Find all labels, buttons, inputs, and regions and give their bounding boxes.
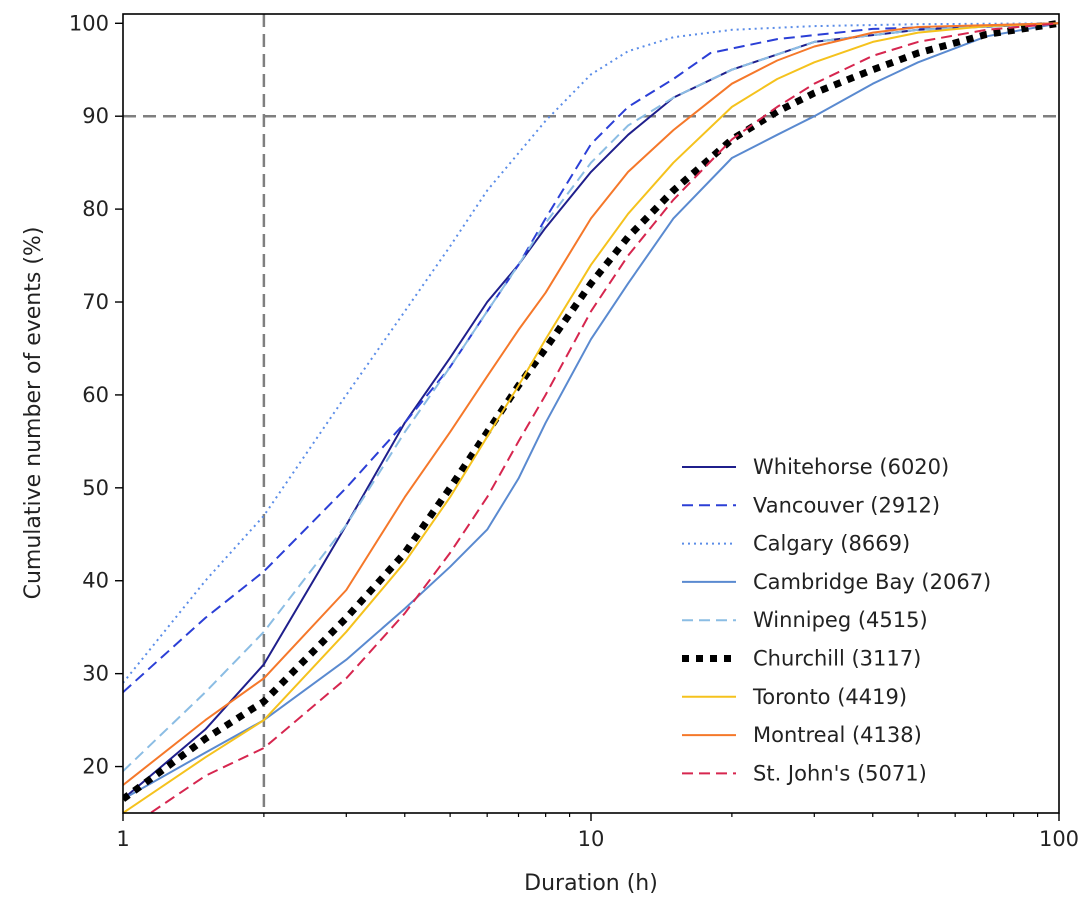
y-tick-label: 90 bbox=[82, 104, 109, 128]
y-tick-label: 70 bbox=[82, 290, 109, 314]
x-axis-label: Duration (h) bbox=[524, 871, 658, 896]
legend-label: Calgary (8669) bbox=[753, 532, 910, 556]
series-line-5 bbox=[123, 19, 1059, 802]
y-axis-label: Cumulative number of events (%) bbox=[21, 227, 46, 600]
series-line-4 bbox=[123, 22, 1059, 772]
legend-label: Whitehorse (6020) bbox=[753, 455, 949, 479]
y-tick-label: 20 bbox=[82, 755, 109, 779]
series-line-6 bbox=[123, 22, 1059, 813]
series-line-7 bbox=[123, 22, 1059, 786]
legend-label: Montreal (4138) bbox=[753, 723, 922, 747]
legend-label: St. John's (5071) bbox=[753, 761, 927, 785]
legend: Whitehorse (6020) Vancouver (2912) Calgary… bbox=[682, 455, 991, 785]
y-tick-label: 80 bbox=[82, 197, 109, 221]
legend-label: Cambridge Bay (2067) bbox=[753, 570, 991, 594]
x-tick-label: 1 bbox=[116, 827, 129, 851]
series-line-3 bbox=[123, 22, 1059, 800]
plot-area-frame bbox=[122, 13, 1060, 814]
y-tick-label: 100 bbox=[69, 11, 109, 35]
y-tick-label: 30 bbox=[82, 662, 109, 686]
series-line-0 bbox=[123, 22, 1059, 800]
legend-label: Winnipeg (4515) bbox=[753, 608, 928, 632]
x-tick-label: 100 bbox=[1039, 827, 1079, 851]
legend-label: Toronto (4419) bbox=[752, 685, 907, 709]
y-tick-label: 50 bbox=[82, 476, 109, 500]
legend-label: Vancouver (2912) bbox=[753, 493, 940, 517]
y-tick-label: 60 bbox=[82, 383, 109, 407]
legend-label: Churchill (3117) bbox=[753, 647, 921, 671]
series-line-8 bbox=[148, 22, 1059, 813]
series-line-1 bbox=[123, 22, 1059, 693]
x-tick-label: 10 bbox=[578, 827, 605, 851]
y-tick-label: 40 bbox=[82, 569, 109, 593]
